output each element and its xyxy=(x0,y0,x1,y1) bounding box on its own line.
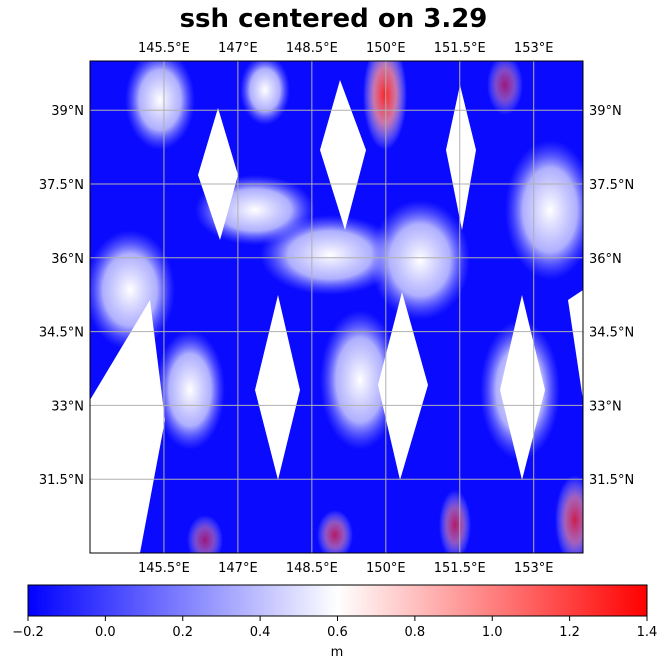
lon-tick-bottom: 151.5°E xyxy=(434,561,486,576)
gridlines xyxy=(90,61,583,553)
lon-tick-bottom: 147°E xyxy=(218,561,258,576)
lon-tick-top: 151.5°E xyxy=(434,41,486,56)
lat-tick-right: 37.5°N xyxy=(589,178,634,193)
lon-tick-top: 150°E xyxy=(366,41,406,56)
lon-tick-bottom: 150°E xyxy=(366,561,406,576)
lat-tick-right: 33°N xyxy=(589,399,622,414)
lat-tick-left: 39°N xyxy=(51,104,84,119)
colorbar xyxy=(27,584,648,617)
lat-tick-left: 37.5°N xyxy=(39,178,84,193)
lat-tick-left: 34.5°N xyxy=(39,326,84,341)
lat-tick-right: 39°N xyxy=(589,104,622,119)
colorbar-tick-label: 1.4 xyxy=(637,625,658,640)
lon-tick-top: 147°E xyxy=(218,41,258,56)
colorbar-tick-label: 0.0 xyxy=(95,625,116,640)
lat-tick-right: 34.5°N xyxy=(589,326,634,341)
colorbar-tick-label: 0.8 xyxy=(405,625,426,640)
data-gaps xyxy=(90,80,583,553)
ssh-anomalies xyxy=(90,61,583,553)
colorbar-label: m xyxy=(331,645,344,660)
lat-tick-right: 36°N xyxy=(589,252,622,267)
map-frame xyxy=(89,60,584,554)
lon-tick-top: 145.5°E xyxy=(138,41,190,56)
colorbar-tick-label: 1.0 xyxy=(482,625,503,640)
lon-tick-bottom: 148.5°E xyxy=(286,561,338,576)
colorbar-tick-label: 1.2 xyxy=(559,625,580,640)
lat-tick-right: 31.5°N xyxy=(589,473,634,488)
colorbar-tick-label: 0.6 xyxy=(327,625,348,640)
plot-title: ssh centered on 3.29 xyxy=(179,4,488,34)
colorbar-tick-label: −0.2 xyxy=(12,625,44,640)
colorbar-tick-label: 0.2 xyxy=(172,625,193,640)
lon-tick-top: 148.5°E xyxy=(286,41,338,56)
lon-tick-top: 153°E xyxy=(514,41,554,56)
lon-tick-bottom: 145.5°E xyxy=(138,561,190,576)
lon-tick-bottom: 153°E xyxy=(514,561,554,576)
lat-tick-left: 36°N xyxy=(51,252,84,267)
ssh-field xyxy=(90,61,583,553)
colorbar-tick-label: 0.4 xyxy=(250,625,271,640)
lat-tick-left: 33°N xyxy=(51,399,84,414)
lat-tick-left: 31.5°N xyxy=(39,473,84,488)
